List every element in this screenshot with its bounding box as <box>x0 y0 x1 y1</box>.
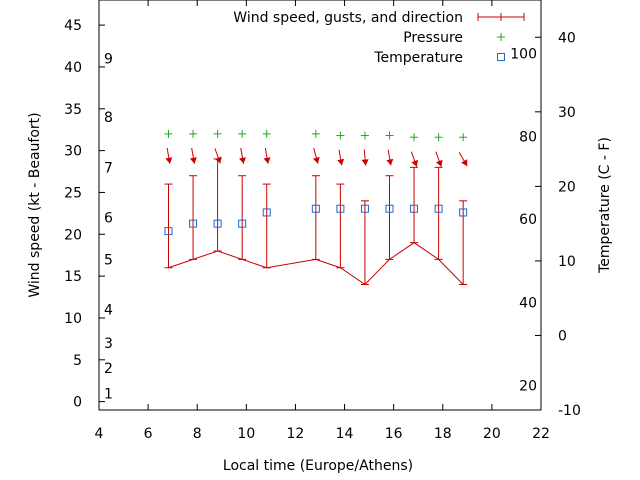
beaufort-label: 2 <box>104 361 113 377</box>
x-tick-label: 22 <box>532 426 550 442</box>
beaufort-label: 4 <box>104 303 113 319</box>
pressure-point <box>385 131 394 140</box>
fahrenheit-label: 40 <box>519 296 537 312</box>
x-axis-label: Local time (Europe/Athens) <box>223 458 413 474</box>
temperature-point <box>360 204 369 213</box>
legend-pressure-label: Pressure <box>403 30 463 46</box>
y-tick-label: 0 <box>73 395 82 411</box>
wind-direction-arrowhead <box>239 157 246 164</box>
wind-direction-arrowhead <box>189 157 197 164</box>
y-tick-label: 30 <box>64 144 82 160</box>
pressure-point <box>238 129 247 138</box>
fahrenheit-label: 100 <box>510 47 537 63</box>
x-tick-label: 4 <box>95 426 104 442</box>
y2-axis-label: Temperature (C - F) <box>597 137 613 274</box>
y2-tick-label: 20 <box>558 179 576 195</box>
y2-tick-label: 10 <box>558 254 576 270</box>
wind-direction-arrowhead <box>214 156 222 164</box>
y-axis-label: Wind speed (kt - Beaufort) <box>27 112 43 297</box>
x-tick-label: 18 <box>434 426 452 442</box>
y2-tick-label: 30 <box>558 105 576 121</box>
temperature-point <box>410 204 419 213</box>
temperature-point <box>434 204 443 213</box>
x-tick-label: 8 <box>193 426 202 442</box>
temperature-point <box>336 204 345 213</box>
temperature-point <box>189 219 198 228</box>
fahrenheit-label: 60 <box>519 212 537 228</box>
wind-direction-arrowhead <box>435 159 443 167</box>
beaufort-label: 5 <box>104 252 113 268</box>
fahrenheit-label: 20 <box>519 378 537 394</box>
fahrenheit-label: 80 <box>519 129 537 145</box>
temperature-point <box>238 219 247 228</box>
legend-wind-label: Wind speed, gusts, and direction <box>233 10 463 26</box>
pressure-point <box>336 131 345 140</box>
pressure-point <box>410 133 419 142</box>
legend-pressure-marker <box>497 33 505 41</box>
pressure-point <box>434 133 443 142</box>
y-tick-label: 45 <box>64 18 82 34</box>
wind-direction-arrowhead <box>386 158 394 166</box>
wind-direction-arrowhead <box>263 157 271 164</box>
legend-temperature-label: Temperature <box>373 50 463 66</box>
wind-direction-arrowhead <box>337 158 345 166</box>
wind-speed-line <box>168 242 464 286</box>
temperature-point <box>213 219 222 228</box>
y-tick-label: 10 <box>64 311 82 327</box>
x-tick-label: 14 <box>336 426 354 442</box>
wind-direction-arrowhead <box>165 157 173 164</box>
y-tick-label: 5 <box>73 353 82 369</box>
x-tick-label: 16 <box>385 426 403 442</box>
legend-temperature-marker <box>497 53 505 61</box>
x-tick-label: 10 <box>237 426 255 442</box>
beaufort-label: 3 <box>104 336 113 352</box>
y2-tick-label: 40 <box>558 30 576 46</box>
pressure-point <box>311 129 320 138</box>
wind-direction-arrowhead <box>411 159 419 167</box>
beaufort-label: 6 <box>104 211 113 227</box>
pressure-point <box>213 129 222 138</box>
y2-tick-label: 0 <box>558 328 567 344</box>
beaufort-label: 8 <box>104 110 113 126</box>
y-tick-label: 15 <box>64 269 82 285</box>
y-tick-label: 25 <box>64 185 82 201</box>
x-tick-label: 6 <box>144 426 153 442</box>
temperature-point <box>385 204 394 213</box>
pressure-point <box>164 129 173 138</box>
y-tick-label: 35 <box>64 102 82 118</box>
beaufort-label: 7 <box>104 160 113 176</box>
x-tick-label: 20 <box>483 426 501 442</box>
beaufort-label: 1 <box>104 386 113 402</box>
temperature-point <box>262 208 271 217</box>
temperature-point <box>311 204 320 213</box>
beaufort-label: 9 <box>104 52 113 68</box>
wind-direction-arrowhead <box>361 159 369 166</box>
y-tick-label: 40 <box>64 60 82 76</box>
pressure-point <box>189 129 198 138</box>
wind-direction-arrowhead <box>461 159 468 167</box>
pressure-point <box>360 131 369 140</box>
x-tick-label: 12 <box>287 426 305 442</box>
pressure-point <box>459 133 468 142</box>
wind-direction-arrowhead <box>312 156 320 164</box>
temperature-point <box>164 227 173 236</box>
plot-frame <box>98 0 542 411</box>
temperature-point <box>459 208 468 217</box>
pressure-point <box>262 129 271 138</box>
y2-tick-label: -10 <box>558 403 581 419</box>
y-tick-label: 20 <box>64 227 82 243</box>
